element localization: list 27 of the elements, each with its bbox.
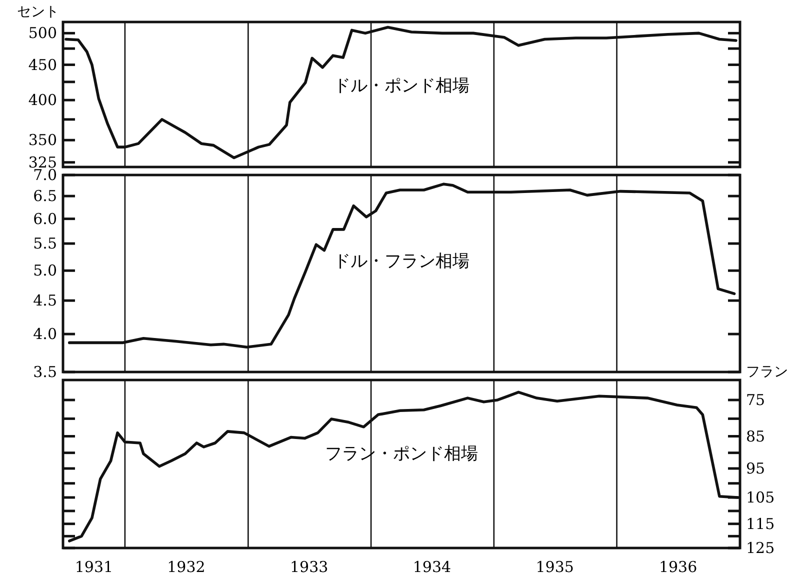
y-tick-label: 350 xyxy=(28,131,57,150)
y2-tick-label: 75 xyxy=(746,390,766,409)
x-tick-label: 1934 xyxy=(412,558,452,576)
y-tick-label: 5.5 xyxy=(33,234,57,253)
y-tick-label: 400 xyxy=(28,91,57,110)
y2-axis-title: フラン xyxy=(746,364,788,380)
x-tick-label: 1935 xyxy=(536,558,574,576)
x-tick-label: 1932 xyxy=(167,558,206,576)
text: ドル・ポンド相場 xyxy=(334,76,470,96)
y-tick-label: 450 xyxy=(28,56,57,74)
x-tick-label: 1933 xyxy=(290,558,328,576)
y2-tick-label: 105 xyxy=(746,488,775,506)
text: ドル・フラン相場 xyxy=(334,252,470,272)
y2-tick-label: 125 xyxy=(746,539,775,557)
y2-tick-label: 85 xyxy=(746,427,766,446)
x-tick-label: 1936 xyxy=(658,558,698,576)
y-tick-label: 6.5 xyxy=(33,187,57,206)
y2-tick-label: 115 xyxy=(746,514,775,533)
y2-tick-label: 95 xyxy=(746,459,766,478)
x-tick-label: 1931 xyxy=(74,558,114,576)
y-axis-title: セント xyxy=(17,4,59,20)
y-tick-label: 4.0 xyxy=(33,325,57,344)
y-tick-label: 4.5 xyxy=(33,292,57,310)
y-tick-label: 3.5 xyxy=(33,363,57,381)
y-tick-label: 500 xyxy=(28,24,57,42)
y-tick-label: 6.0 xyxy=(33,210,57,228)
y-tick-label: 5.0 xyxy=(33,262,57,280)
